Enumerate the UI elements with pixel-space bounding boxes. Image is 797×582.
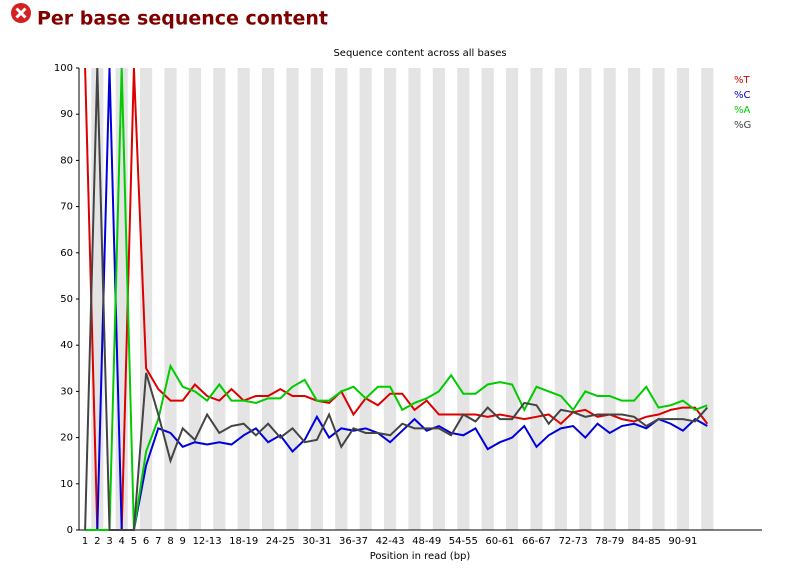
x-tick-label: 3	[106, 536, 112, 547]
series-line	[84, 67, 709, 531]
stripe	[457, 68, 470, 530]
x-tick-label: 5	[131, 536, 137, 547]
y-tick-label: 100	[54, 63, 73, 74]
x-tick-label: 84-85	[632, 536, 661, 547]
legend-label: %G	[734, 120, 751, 131]
x-tick-label: 90-91	[668, 536, 697, 547]
y-tick-label: 10	[60, 479, 73, 490]
x-tick-label: 4	[119, 536, 125, 547]
stripe	[359, 68, 372, 530]
y-tick-label: 50	[60, 294, 73, 305]
y-tick-label: 90	[60, 109, 73, 120]
x-tick-label: 8	[167, 536, 173, 547]
stripe	[164, 68, 177, 530]
x-tick-label: 60-61	[485, 536, 514, 547]
series-line	[84, 67, 709, 531]
stripe	[481, 68, 494, 530]
y-tick-label: 60	[60, 248, 73, 259]
stripe	[701, 68, 714, 530]
stripe	[188, 68, 201, 530]
x-tick-label: 42-43	[376, 536, 405, 547]
stripe	[603, 68, 616, 530]
y-tick-label: 80	[60, 155, 73, 166]
x-tick-label: 2	[94, 536, 100, 547]
stripe	[506, 68, 519, 530]
x-tick-label: 66-67	[522, 536, 551, 547]
x-tick-label: 9	[180, 536, 186, 547]
x-tick-label: 48-49	[412, 536, 441, 547]
stripe	[628, 68, 641, 530]
x-tick-label: 12-13	[193, 536, 222, 547]
stripe	[262, 68, 275, 530]
y-tick-label: 20	[60, 433, 73, 444]
x-axis-label: Position in read (bp)	[370, 551, 471, 562]
stripe	[213, 68, 226, 530]
stripe	[652, 68, 665, 530]
x-tick-label: 1	[82, 536, 88, 547]
stripe	[310, 68, 323, 530]
section-title: Per base sequence content	[37, 8, 328, 30]
legend-label: %A	[734, 105, 751, 116]
error-icon	[11, 3, 31, 23]
stripe	[408, 68, 421, 530]
y-tick-label: 70	[60, 202, 73, 213]
stripe	[432, 68, 445, 530]
x-tick-label: 30-31	[302, 536, 331, 547]
stripe	[579, 68, 592, 530]
stripe	[115, 68, 128, 530]
stripe	[237, 68, 250, 530]
series-line	[85, 67, 708, 531]
chart-title: Sequence content across all bases	[333, 48, 506, 59]
stripe	[91, 68, 104, 530]
y-tick-label: 30	[60, 386, 73, 397]
legend-label: %T	[734, 75, 751, 86]
y-tick-label: 40	[60, 340, 73, 351]
stripe	[140, 68, 153, 530]
x-tick-label: 72-73	[559, 536, 588, 547]
x-tick-label: 78-79	[595, 536, 624, 547]
x-tick-label: 24-25	[266, 536, 295, 547]
stripe	[286, 68, 299, 530]
stripe	[384, 68, 397, 530]
legend-label: %C	[734, 90, 751, 101]
series-line	[85, 67, 708, 531]
x-tick-label: 7	[155, 536, 161, 547]
stripe	[554, 68, 567, 530]
x-tick-label: 6	[143, 536, 149, 547]
stripe	[530, 68, 543, 530]
x-tick-label: 54-55	[449, 536, 478, 547]
x-tick-label: 18-19	[229, 536, 258, 547]
y-tick-label: 0	[67, 525, 73, 536]
stripe	[335, 68, 348, 530]
x-tick-label: 36-37	[339, 536, 368, 547]
stripe	[676, 68, 689, 530]
